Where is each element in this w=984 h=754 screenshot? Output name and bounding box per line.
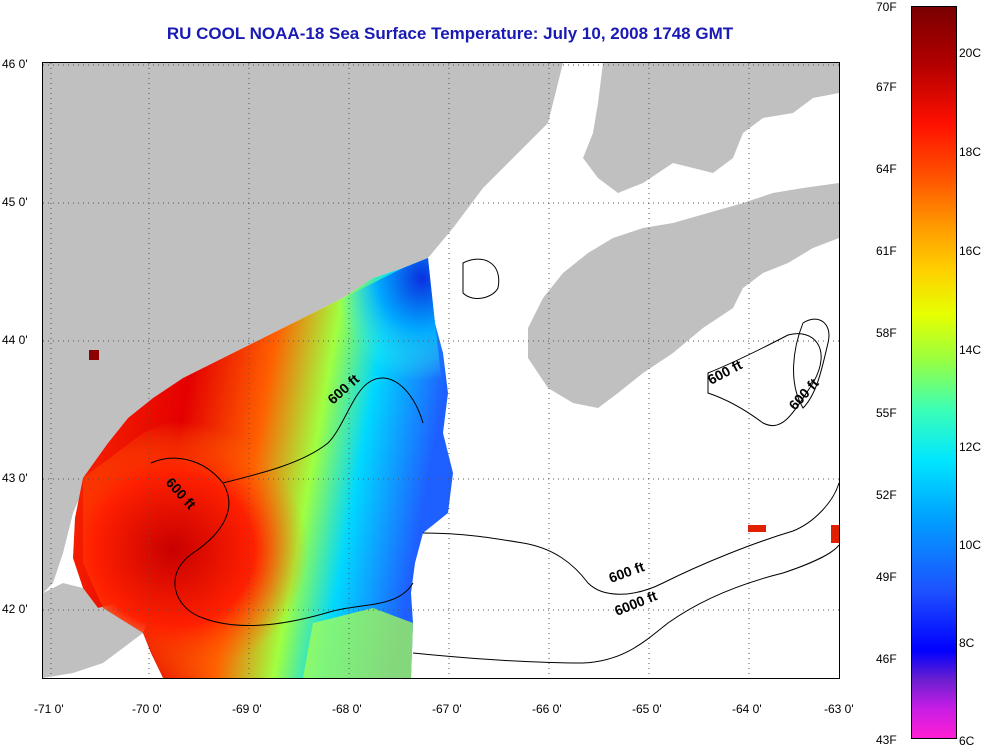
lat-label-45: 45 0' bbox=[2, 195, 28, 209]
sst-red-patch-east bbox=[748, 525, 766, 532]
temperature-colorbar bbox=[911, 6, 957, 739]
lon-label-69: -69 0' bbox=[232, 702, 262, 716]
colorbar-f-55: 55F bbox=[876, 406, 897, 420]
map-title: RU COOL NOAA-18 Sea Surface Temperature:… bbox=[166, 24, 734, 43]
colorbar-f-52: 52F bbox=[876, 488, 897, 502]
lon-label-66: -66 0' bbox=[532, 702, 562, 716]
colorbar-c-16: 16C bbox=[959, 244, 982, 258]
depth-contours bbox=[150, 258, 839, 664]
colorbar-f-70: 70F bbox=[876, 0, 897, 14]
colorbar-f-67: 67F bbox=[876, 80, 897, 94]
lat-label-43: 43 0' bbox=[2, 471, 28, 485]
sst-map-canvas: 600 ft 600 ft 600 ft 600 ft 600 ft 6000 … bbox=[43, 63, 839, 678]
lon-label-67: -67 0' bbox=[432, 702, 462, 716]
sst-green-south bbox=[303, 608, 413, 678]
colorbar-c-8: 8C bbox=[959, 636, 975, 650]
sst-red-patch-edge bbox=[831, 525, 839, 543]
sst-warm-core bbox=[83, 393, 383, 678]
sst-spot-coastal bbox=[89, 350, 99, 360]
lon-label-71: -71 0' bbox=[34, 702, 64, 716]
lon-label-64: -64 0' bbox=[732, 702, 762, 716]
colorbar-f-64: 64F bbox=[876, 162, 897, 176]
sst-cold-northeast bbox=[273, 258, 448, 463]
lat-label-42: 42 0' bbox=[2, 602, 28, 616]
colorbar-f-43: 43F bbox=[876, 733, 897, 747]
colorbar-f-49: 49F bbox=[876, 570, 897, 584]
lon-label-70: -70 0' bbox=[132, 702, 162, 716]
contour-label-6000ft: 6000 ft bbox=[612, 587, 659, 619]
colorbar-c-12: 12C bbox=[959, 440, 982, 454]
lon-label-63: -63 0' bbox=[824, 702, 854, 716]
colorbar-f-46: 46F bbox=[876, 652, 897, 666]
colorbar-c-20: 20C bbox=[959, 46, 982, 60]
lat-label-44: 44 0' bbox=[2, 333, 28, 347]
colorbar-c-6: 6C bbox=[959, 734, 975, 748]
lon-label-68: -68 0' bbox=[332, 702, 362, 716]
land-new-england bbox=[43, 63, 563, 593]
lon-label-65: -65 0' bbox=[632, 702, 662, 716]
land-new-brunswick bbox=[583, 63, 839, 193]
contour-label-600ft-georges: 600 ft bbox=[607, 558, 647, 586]
colorbar-c-10: 10C bbox=[959, 538, 982, 552]
land-nova-scotia bbox=[528, 183, 839, 408]
contour-label-600ft-scotian-1: 600 ft bbox=[705, 356, 745, 387]
colorbar-f-58: 58F bbox=[876, 326, 897, 340]
colorbar-f-61: 61F bbox=[876, 244, 897, 258]
colorbar-c-14: 14C bbox=[959, 343, 982, 357]
colorbar-c-18: 18C bbox=[959, 145, 982, 159]
sst-map: 600 ft 600 ft 600 ft 600 ft 600 ft 6000 … bbox=[42, 62, 840, 679]
lat-label-46: 46 0' bbox=[2, 57, 28, 71]
